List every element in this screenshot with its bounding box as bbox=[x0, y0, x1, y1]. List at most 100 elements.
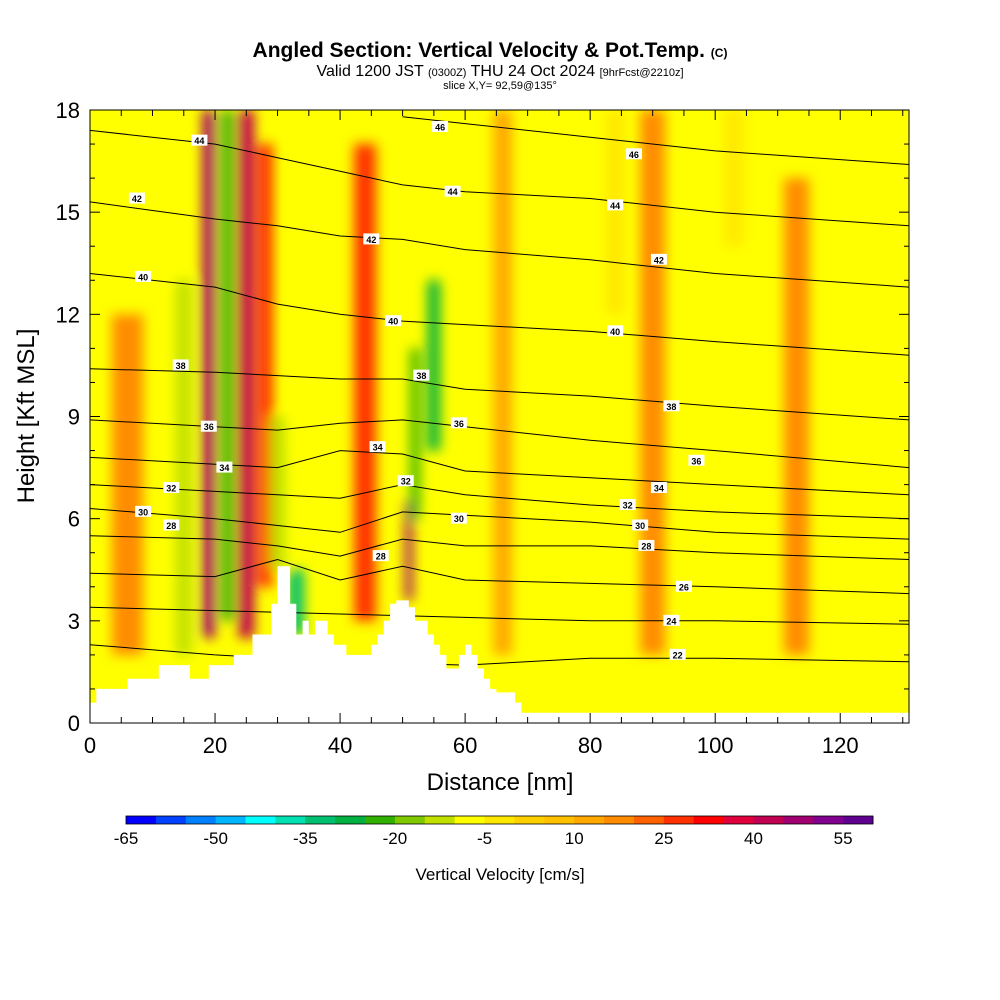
colorbar-swatch bbox=[394, 816, 426, 824]
colorbar-swatch bbox=[604, 816, 635, 824]
x-axis-label: Distance [nm] bbox=[427, 769, 574, 796]
contour-label: 22 bbox=[669, 648, 686, 660]
vv-feature-13 bbox=[493, 110, 513, 655]
contour-label-text: 44 bbox=[448, 187, 458, 197]
colorbar-swatch bbox=[215, 816, 247, 824]
vv-feature-7 bbox=[354, 144, 377, 621]
contour-label: 32 bbox=[163, 482, 180, 494]
colorbar-tick-label: -20 bbox=[383, 829, 408, 848]
contour-label-text: 34 bbox=[654, 484, 664, 494]
contour-label: 44 bbox=[444, 185, 461, 197]
contour-label-text: 46 bbox=[435, 123, 445, 133]
terrain bbox=[90, 566, 909, 723]
contour-label-text: 40 bbox=[138, 272, 148, 282]
y-tick-label: 0 bbox=[68, 711, 80, 736]
contour-labels: 44 46 46 42 44 44 42 42 40 40 40 38 38 38 36 36 36 34 34 34… bbox=[128, 121, 705, 660]
x-tick-label: 80 bbox=[578, 733, 602, 758]
vv-feature-1 bbox=[221, 110, 234, 621]
contour-label-text: 36 bbox=[204, 422, 214, 432]
colorbar-swatch bbox=[126, 816, 157, 824]
contour-label: 30 bbox=[135, 505, 152, 517]
x-tick-label: 60 bbox=[453, 733, 477, 758]
contour-label-text: 34 bbox=[219, 463, 229, 473]
contour-label-text: 28 bbox=[376, 552, 386, 562]
colorbar-swatch bbox=[753, 816, 784, 824]
vertical-velocity-field bbox=[111, 110, 809, 655]
contour-label-text: 46 bbox=[629, 150, 639, 160]
contour-label: 44 bbox=[607, 199, 624, 211]
vv-feature-5 bbox=[269, 416, 286, 570]
contour-label-text: 24 bbox=[666, 616, 676, 626]
colorbar-swatch bbox=[365, 816, 396, 824]
contour-label: 30 bbox=[450, 512, 467, 524]
colorbar-tick-label: 55 bbox=[834, 829, 853, 848]
contour-label-text: 32 bbox=[623, 501, 633, 511]
contour-label: 28 bbox=[372, 550, 389, 562]
contour-label: 40 bbox=[135, 270, 152, 282]
colorbar-swatch bbox=[484, 816, 515, 824]
colorbar-swatch bbox=[843, 816, 874, 824]
isentrope-36 bbox=[90, 419, 909, 469]
contour-label: 42 bbox=[650, 253, 667, 265]
contour-label: 26 bbox=[675, 580, 692, 592]
colorbar-swatch bbox=[424, 816, 456, 824]
contour-label-text: 30 bbox=[138, 507, 148, 517]
vv-feature-15 bbox=[783, 178, 809, 655]
contour-label-text: 26 bbox=[679, 582, 689, 592]
contour-label-text: 44 bbox=[610, 201, 620, 211]
contour-label: 42 bbox=[363, 233, 380, 245]
chart-title: Angled Section: Vertical Velocity & Pot.… bbox=[253, 39, 728, 62]
contour-label: 44 bbox=[191, 134, 208, 146]
colorbar-swatch bbox=[275, 816, 306, 824]
contour-label: 42 bbox=[128, 192, 145, 204]
x-tick-label: 20 bbox=[203, 733, 227, 758]
contour-label-text: 44 bbox=[194, 136, 204, 146]
colorbar-tick-labels: -65 -50 -35 -20 -5 10 25 40 55 bbox=[114, 829, 853, 848]
vv-feature-8 bbox=[405, 501, 413, 601]
contour-label: 32 bbox=[619, 499, 636, 511]
y-tick-label: 6 bbox=[68, 507, 80, 532]
slice-label: slice X,Y= 92,59@135° bbox=[443, 80, 557, 92]
contour-label: 28 bbox=[163, 519, 180, 531]
colorbar-tick-label: 40 bbox=[744, 829, 763, 848]
vv-feature-11 bbox=[175, 280, 192, 655]
contour-label: 46 bbox=[625, 148, 642, 160]
contour-label-text: 30 bbox=[454, 514, 464, 524]
colorbar-swatch bbox=[633, 816, 665, 824]
contour-label-text: 42 bbox=[654, 255, 664, 265]
contour-label: 30 bbox=[632, 519, 649, 531]
colorbar-swatch bbox=[454, 816, 486, 824]
vv-feature-9 bbox=[410, 348, 420, 519]
vv-feature-14 bbox=[640, 110, 666, 655]
y-axis-label: Height [Kft MSL] bbox=[13, 329, 40, 504]
colorbar-frame bbox=[125, 815, 874, 825]
colorbar-swatch bbox=[813, 816, 844, 824]
isentrope-40 bbox=[90, 273, 909, 356]
y-tick-label: 15 bbox=[56, 200, 80, 225]
chart-subtitle: Valid 1200 JST (0300Z) THU 24 Oct 2024 [… bbox=[316, 63, 683, 80]
vv-feature-0 bbox=[202, 110, 216, 638]
colorbar-tick-label: -65 bbox=[114, 829, 139, 848]
colorbar-title: Vertical Velocity [cm/s] bbox=[415, 865, 584, 884]
contour-label: 40 bbox=[385, 315, 402, 327]
colorbar bbox=[125, 815, 874, 825]
x-axis: 0 20 40 60 80 100 120 bbox=[84, 110, 859, 758]
y-tick-label: 18 bbox=[56, 98, 80, 123]
isentrope-42 bbox=[90, 201, 909, 288]
contour-label: 34 bbox=[216, 461, 233, 473]
y-tick-label: 3 bbox=[68, 609, 80, 634]
x-tick-label: 40 bbox=[328, 733, 352, 758]
contour-label: 46 bbox=[432, 121, 449, 133]
contour-label: 40 bbox=[607, 325, 624, 337]
isentrope-24 bbox=[90, 606, 909, 625]
colorbar-tick-label: 10 bbox=[565, 829, 584, 848]
colorbar-tick-label: -5 bbox=[477, 829, 492, 848]
contour-label-text: 32 bbox=[401, 477, 411, 487]
x-tick-label: 120 bbox=[822, 733, 859, 758]
colorbar-swatch bbox=[544, 816, 575, 824]
vv-feature-12 bbox=[111, 314, 144, 655]
contour-label: 36 bbox=[688, 454, 705, 466]
colorbar-swatch bbox=[335, 816, 366, 824]
contour-label: 36 bbox=[200, 420, 217, 432]
